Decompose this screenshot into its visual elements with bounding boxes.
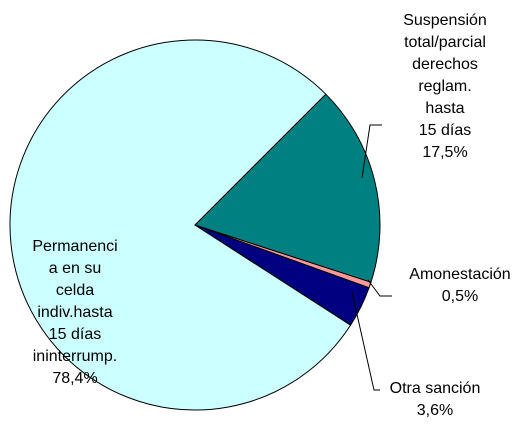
slice-label: Amonestación 0,5% [409,264,510,308]
value-label: 78,4% [52,370,98,387]
pie-slice [9,39,352,411]
category-label: Permanenci a en su celda indiv.hasta 15 … [32,238,118,365]
value-label: 3,6% [416,402,454,419]
category-label: Suspensión total/parcial derechos reglam… [403,12,487,139]
leader-line [351,291,380,391]
value-label: 0,5% [441,288,479,305]
value-label: 17,5% [422,144,468,161]
category-label: Amonestación [409,266,511,283]
slice-label: Otra sanción 3,6% [390,378,481,422]
slice-label: Suspensión total/parcial derechos reglam… [402,10,488,164]
pie-slice [194,93,381,283]
leader-line [367,279,392,297]
slice-label: Permanenci a en su celda indiv.hasta 15 … [32,236,117,390]
category-label: Otra sanción [389,380,481,397]
leader-line [361,124,382,179]
